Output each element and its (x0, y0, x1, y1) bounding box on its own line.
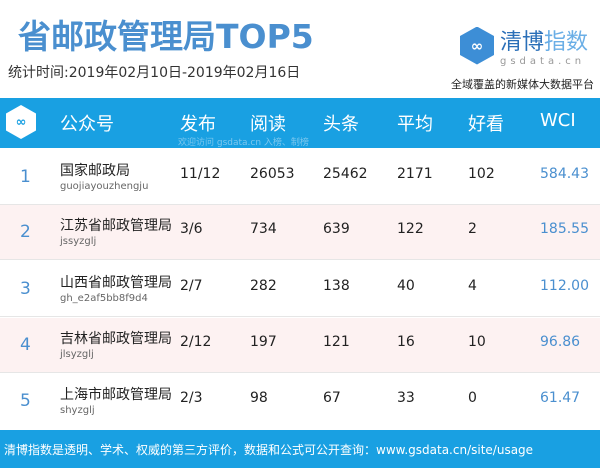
cell-avg: 33 (397, 390, 415, 406)
cell-publish: 2/12 (180, 334, 212, 350)
col-publish: 发布 (180, 114, 216, 135)
cell-headline: 67 (323, 390, 341, 406)
cell-rank: 3 (20, 279, 31, 299)
cell-likes: 2 (468, 221, 477, 237)
cell-read: 26053 (250, 166, 295, 182)
cell-account-id: gh_e2af5bb8f9d4 (60, 293, 148, 304)
page-title: 省邮政管理局TOP5 (18, 17, 314, 56)
cell-read: 734 (250, 221, 277, 237)
row-divider (0, 372, 600, 373)
cell-read: 98 (250, 390, 268, 406)
table-row: 3 山西省邮政管理局 2/7 282 138 40 4 112.00 gh_e2af5bb8f9… (0, 262, 600, 316)
cell-wci: 185.55 (540, 221, 589, 237)
cell-account-id: jssyzglj (60, 236, 97, 247)
cell-account-id: shyzglj (60, 405, 95, 416)
cell-headline: 121 (323, 334, 350, 350)
cell-rank: 4 (20, 335, 31, 355)
cell-name: 上海市邮政管理局 (60, 387, 172, 403)
infinity-hex-icon: ∞ (460, 26, 494, 65)
brand-logo: ∞ 清博指数 gsdata.cn (460, 24, 588, 67)
cell-name: 国家邮政局 (60, 163, 130, 179)
cell-read: 197 (250, 334, 277, 350)
cell-wci: 96.86 (540, 334, 581, 350)
brand-domain: gsdata.cn (500, 56, 586, 67)
cell-wci: 112.00 (540, 278, 589, 294)
cell-name: 吉林省邮政管理局 (60, 331, 172, 347)
cell-likes: 10 (468, 334, 486, 350)
cell-publish: 3/6 (180, 221, 203, 237)
cell-avg: 2171 (397, 166, 433, 182)
col-likes: 好看 (468, 114, 504, 135)
cell-likes: 4 (468, 278, 477, 294)
col-wci: WCI (540, 110, 576, 131)
cell-rank: 1 (20, 167, 31, 187)
cell-name: 江苏省邮政管理局 (60, 218, 172, 234)
brand-name: 清博 (500, 30, 545, 55)
infinity-hex-icon: ∞ (6, 105, 36, 139)
footer-bar: 清博指数是透明、学术、权威的第三方评价，数据和公式可公开查询：www.gsdat… (0, 430, 600, 468)
cell-headline: 639 (323, 221, 350, 237)
cell-wci: 584.43 (540, 166, 589, 182)
row-divider (0, 316, 600, 317)
table-row: 2 江苏省邮政管理局 3/6 734 639 122 2 185.55 jssyzglj (0, 205, 600, 259)
cell-headline: 138 (323, 278, 350, 294)
table-header: ∞ 公众号 发布 阅读 头条 平均 好看 WCI 欢迎访问 gsdata.cn … (0, 98, 600, 148)
cell-read: 282 (250, 278, 277, 294)
cell-account-id: jlsyzglj (60, 349, 94, 360)
cell-avg: 122 (397, 221, 424, 237)
brand-name-light: 指数 (544, 30, 589, 55)
cell-wci: 61.47 (540, 390, 581, 406)
cell-rank: 5 (20, 391, 31, 411)
table-row: 1 国家邮政局 11/12 26053 25462 2171 102 584.43 guojia… (0, 150, 600, 204)
cell-likes: 102 (468, 166, 495, 182)
cell-avg: 16 (397, 334, 415, 350)
row-divider (0, 204, 600, 205)
cell-publish: 2/3 (180, 390, 203, 406)
cell-rank: 2 (20, 222, 31, 242)
cell-headline: 25462 (323, 166, 368, 182)
cell-avg: 40 (397, 278, 415, 294)
cell-account-id: guojiayouzhengju (60, 181, 149, 192)
cell-likes: 0 (468, 390, 477, 406)
period-text: 统计时间:2019年02月10日-2019年02月16日 (8, 65, 301, 81)
col-headline: 头条 (323, 114, 359, 135)
col-read: 阅读 (250, 114, 286, 135)
cell-publish: 2/7 (180, 278, 203, 294)
row-divider (0, 259, 600, 260)
cell-name: 山西省邮政管理局 (60, 275, 172, 291)
watermark-text: 欢迎访问 gsdata.cn 入榜、制榜 (178, 138, 309, 148)
cell-publish: 11/12 (180, 166, 221, 182)
col-avg: 平均 (397, 114, 433, 135)
brand-slogan: 全域覆盖的新媒体大数据平台 (451, 78, 594, 91)
col-account: 公众号 (60, 114, 114, 135)
table-row: 5 上海市邮政管理局 2/3 98 67 33 0 61.47 shyzglj (0, 374, 600, 428)
table-row: 4 吉林省邮政管理局 2/12 197 121 16 10 96.86 jlsyzglj (0, 318, 600, 372)
